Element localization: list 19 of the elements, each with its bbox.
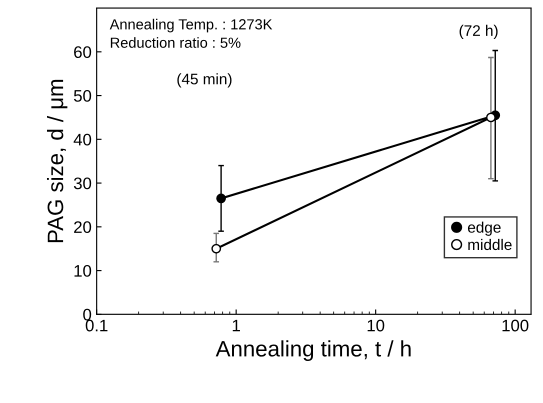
- y-tick-label: 10: [74, 264, 92, 277]
- annotation: Annealing Temp. : 1273K: [110, 18, 272, 32]
- legend-label: edge: [468, 222, 501, 236]
- annotation: Reduction ratio : 5%: [110, 37, 240, 48]
- legend-label: middle: [468, 238, 512, 250]
- y-tick-label: 20: [74, 221, 92, 234]
- annotation: (45 min): [177, 73, 232, 88]
- x-tick-label: 1: [232, 320, 240, 332]
- y-tick-label: 40: [74, 134, 92, 146]
- y-tick-label: 0: [83, 308, 92, 321]
- x-tick-label: 0.1: [86, 320, 108, 332]
- x-tick-label: 10: [368, 320, 384, 332]
- annotation: (72 h): [460, 24, 498, 40]
- x-tick-label: 100: [502, 320, 528, 332]
- x-axis-title: Annealing time, t / h: [216, 340, 411, 362]
- y-tick-label: 50: [74, 90, 92, 102]
- y-tick-label: 60: [74, 46, 92, 58]
- y-axis-title: PAG size, d / μm: [46, 80, 68, 242]
- y-tick-label: 30: [74, 177, 92, 190]
